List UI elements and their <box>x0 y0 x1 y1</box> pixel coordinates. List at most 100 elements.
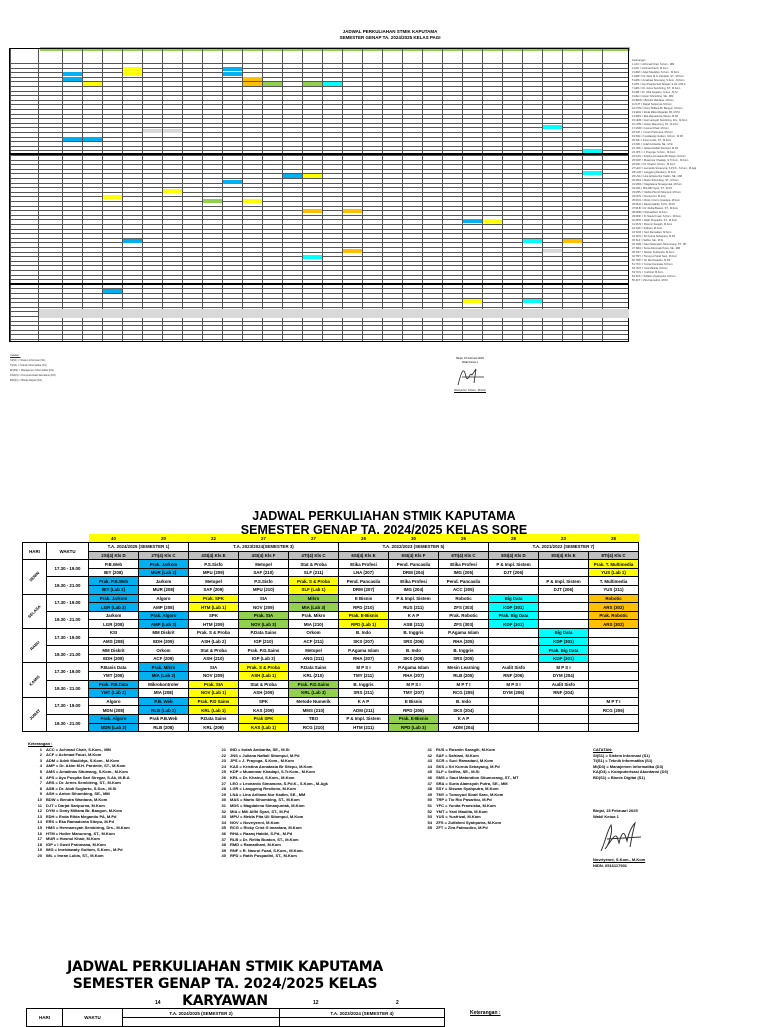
schedule-cell: IMG (205) <box>438 567 489 578</box>
semester-group-header: T.A. 2023/2024(SEMESTER 3) <box>188 542 339 552</box>
schedule-cell: SPK <box>238 696 289 707</box>
table-row: 19.30 - 21.00 Prak. Algoro Prak P.B.Web P.D… <box>23 713 639 733</box>
schedule-cell: Metopel <box>188 576 239 587</box>
schedule-cell: P & Impl. Sistem <box>538 576 589 587</box>
table-row: LGR (208) AMP (Lab 3) HTM (209) NOV (Lab 3)… <box>23 619 639 630</box>
schedule-cell <box>243 82 262 86</box>
lecturer-entry: 28 LGR = Langgeng Restiono, M.Kom <box>632 171 677 174</box>
schedule-cell: EDH (209) <box>138 636 189 647</box>
lecturer-entry: 25 KDP = Muammar Khadapi, S.Tr.Kom., M.Ko… <box>221 769 315 775</box>
lecturer-entry: 30 MAS = Marto Sihombing, ST., M.Kom <box>221 797 300 803</box>
schedule-cell <box>123 239 142 243</box>
lecturer-entry: 3 ADM = Adek Maulidya, S.Kom., M.Kom <box>39 757 120 763</box>
schedule-cell <box>538 696 589 707</box>
schedule-cell <box>83 137 102 141</box>
schedule-cell: KAS (209) <box>238 705 289 715</box>
schedule-cell: NOV (Lab 1) <box>188 688 239 698</box>
schedule-cell: Prak. E-Bisnis <box>388 713 439 724</box>
lecturer-entry: 15 HMS = Hermansyah Sembiring, Drs., M.Ko… <box>37 824 130 830</box>
schedule-cell <box>223 180 242 184</box>
lecturer-entry: 8 ASB = Dr. Abdi Sugiarto, S.Sos., M.Si <box>39 785 117 791</box>
schedule-cell: BIY (Lab 2) <box>88 585 139 595</box>
schedule-cell: MDN (Lab 2) <box>88 722 139 733</box>
lecturer-entry: 27 LEO = Leonardo Simamora, S.Pd.K., S.K… <box>632 167 697 170</box>
semester-group-header: T.A. 2024/2025 (SEMESTER 1) <box>88 542 189 552</box>
lecturer-entry: 24 KAS = Kristina Annatasia Br Sitepu, M… <box>632 155 686 158</box>
lecturer-entry: 47 SRA = Suria Alamsyah Putra, SE., MM <box>632 247 681 250</box>
schedule-cell: KDP (301) <box>488 602 539 612</box>
time-slot: 17.30 - 19.00 <box>46 662 89 681</box>
time-slot: 19.30 - 21.00 <box>46 679 89 698</box>
lecturer-entry: 45 SLF = Selfira, SE., M.Si <box>632 239 663 242</box>
schedule-cell <box>488 722 539 733</box>
schedule-table-sore: 40 20 22 27 27 25 30 25 28 23 28 HARI WAKTU T.A. 2024… <box>22 534 639 733</box>
schedule-cell: KSI <box>88 628 139 638</box>
signature-icon <box>600 821 642 852</box>
lecturer-entry: 41 RUS = Rusmin Saragih, M.Kom <box>632 223 673 226</box>
schedule-cell: Big Data <box>488 593 539 604</box>
semester-group-header: T.A. 2024/2025 (SEMESTER 2) <box>122 1008 280 1018</box>
schedule-cell: Etika Profesi <box>388 576 439 587</box>
schedule-cell: Jarkom <box>138 576 189 587</box>
schedule-cell <box>488 713 539 724</box>
schedule-cell <box>588 671 639 681</box>
schedule-cell: RNF (206) <box>488 671 539 681</box>
schedule-cell: LGR (208) <box>88 619 139 630</box>
schedule-cell: Prak. Jarkom <box>88 593 139 604</box>
schedule-cell: P.Agama Islam <box>338 645 389 655</box>
schedule-cell: DRM (204) <box>388 567 439 578</box>
lecturer-entry: 38 RMD = Ramadhani, M.Kom <box>632 211 668 214</box>
schedule-cell <box>223 72 242 76</box>
schedule-cell <box>303 255 322 259</box>
schedule-cell <box>563 239 582 243</box>
schedule-cell: Prak. Algoro <box>88 713 139 724</box>
lecturer-entry: 25 KDP = Muammar Khadapi, S.Tr.Kom., M.K… <box>632 159 689 162</box>
class-header: 4TI(4) Kls C <box>288 550 339 561</box>
lecturer-entry: 41 RUS = Rusmin Saragih, M.Kom <box>427 747 496 752</box>
schedule-cell: Prak. SIA <box>188 679 239 690</box>
class-header: 6TI(4) Kls C <box>438 550 489 561</box>
lecturer-entry: 10 BDW = Bendra Wardana, M.Kom <box>632 99 674 102</box>
schedule-cell: HTM (Lab 1) <box>188 602 239 612</box>
schedule-cell: P.Data Sains <box>238 628 289 638</box>
lecturer-entry: 44 SKS = Sri Kurnia Sebayang, M.Pd <box>427 763 500 769</box>
schedule-cell: YUS (211) <box>588 585 639 595</box>
lecturer-entry: 42 SAF = Safriani, M.Kom <box>632 227 663 230</box>
schedule-cell: Etika Profesi <box>338 559 389 569</box>
schedule-cell: ADM (211) <box>338 705 389 715</box>
schedule-cell: KRL (Lab 3) <box>288 688 339 698</box>
schedule-cell: ASB (211) <box>388 619 439 630</box>
lecturer-entry: 53 YUS = Yusfrizal, M.Kom <box>632 271 664 274</box>
lecturer-entry: 14 ERS = Eka Ramadonta Sitepu, M.Pd <box>37 819 114 825</box>
schedule-cell <box>303 174 322 178</box>
schedule-cell: KRL (Lab 1) <box>188 705 239 715</box>
schedule-cell: Orkom <box>288 628 339 638</box>
lecturer-entry: 29 LNA = Lina Ariliana Nur Kadim, SE., MM <box>221 791 306 797</box>
student-count: 28 <box>488 534 539 543</box>
schedule-cell: LGR (Lab 2) <box>88 602 139 612</box>
student-count: 27 <box>238 534 289 543</box>
schedule-cell: YMT (Lab 2) <box>88 688 139 698</box>
schedule-cell: DJT (206) <box>538 585 589 595</box>
lecturer-entry: 51 YFC = Yunita Fransiska, M.Kom <box>632 263 673 266</box>
schedule-cell: Mesin Learning <box>438 662 489 672</box>
table-row: 19.30 - 21.00 Jarkom Prak. Algoro SPK Prak. … <box>23 610 639 630</box>
lecturer-entry: 36 RHA = Razaq Habibi, S.Pd., M.Pd <box>632 203 675 206</box>
schedule-cell: RLB (Lab 2) <box>138 705 189 715</box>
schedule-cell: SPK <box>188 610 239 621</box>
schedule-cell: RCG (210) <box>288 722 339 733</box>
lecturer-entry: 12 DYM = Dony Millana Br. Bangun, M.Kom <box>632 107 683 110</box>
schedule-cell: Prak. SPK <box>188 593 239 604</box>
lecturer-entry: 40 RPD = Ratih Puspadini, ST., M.Kom <box>632 219 678 222</box>
schedule-cell: Algoro <box>138 593 189 604</box>
schedule-cell: MPU (210) <box>238 585 289 595</box>
break-row <box>39 309 629 318</box>
schedule-cell <box>488 576 539 587</box>
schedule-cell: AMP (208) <box>138 602 189 612</box>
schedule-cell <box>488 705 539 715</box>
schedule-cell <box>463 299 482 303</box>
lecturer-entry: 51 YFC = Yunita Fransiska, M.Kom <box>427 802 496 808</box>
schedule-cell: B. Inggris <box>338 679 389 690</box>
schedule-cell: TMY (207) <box>388 688 439 698</box>
schedule-cell <box>488 628 539 638</box>
